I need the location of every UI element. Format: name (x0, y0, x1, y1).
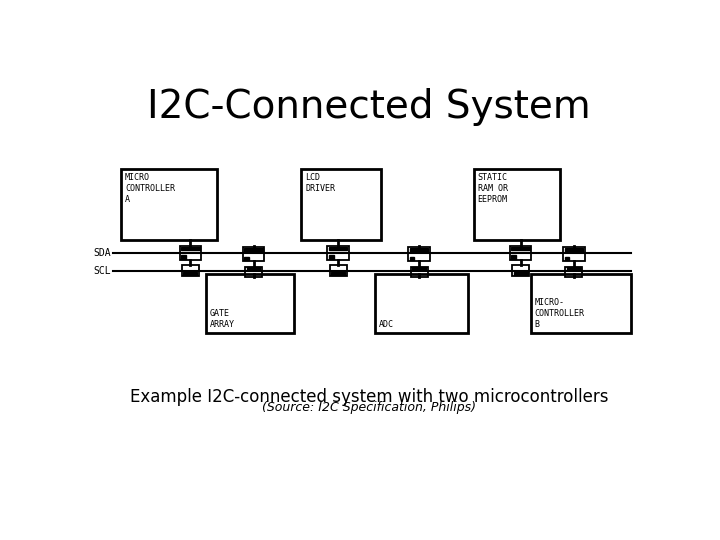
Bar (301, 168, 381, 240)
Bar (510, 246, 531, 260)
Bar (331, 272, 345, 275)
Text: MICRO-
CONTROLLER
B: MICRO- CONTROLLER B (534, 298, 585, 329)
Bar (206, 274, 294, 333)
Bar (410, 248, 428, 252)
Bar (531, 274, 631, 333)
Bar (511, 255, 516, 259)
Bar (474, 168, 560, 240)
Bar (328, 246, 349, 260)
Text: Example I2C-connected system with two microcontrollers: Example I2C-connected system with two mi… (130, 388, 608, 406)
Bar (511, 247, 530, 251)
Bar (410, 256, 415, 260)
Bar (245, 267, 262, 278)
Bar (410, 267, 428, 278)
Text: MICRO
CONTROLLER
A: MICRO CONTROLLER A (125, 173, 175, 204)
Bar (330, 265, 346, 276)
Text: LCD
DRIVER: LCD DRIVER (305, 173, 335, 193)
Bar (375, 274, 467, 333)
Bar (408, 247, 430, 261)
Bar (514, 272, 528, 275)
Bar (181, 247, 199, 251)
Text: (Source: I2C Specification, Philips): (Source: I2C Specification, Philips) (262, 401, 476, 414)
Bar (181, 255, 186, 259)
Text: STATIC
RAM OR
EEPROM: STATIC RAM OR EEPROM (477, 173, 508, 204)
Bar (565, 267, 582, 278)
Text: ADC: ADC (379, 320, 394, 329)
Text: GATE
ARRAY: GATE ARRAY (210, 309, 235, 329)
Bar (244, 248, 263, 252)
Bar (246, 267, 261, 271)
Text: SCL: SCL (94, 266, 111, 276)
Bar (567, 267, 581, 271)
Bar (179, 246, 201, 260)
Text: I2C-Connected System: I2C-Connected System (147, 88, 591, 126)
Bar (244, 256, 249, 260)
Bar (412, 267, 426, 271)
Bar (184, 272, 197, 275)
Bar (564, 248, 583, 252)
Bar (512, 265, 529, 276)
Bar (564, 256, 570, 260)
Bar (121, 168, 217, 240)
Text: SDA: SDA (94, 248, 111, 259)
Bar (243, 247, 264, 261)
Bar (329, 255, 333, 259)
Bar (563, 247, 585, 261)
Bar (329, 247, 348, 251)
Bar (182, 265, 199, 276)
